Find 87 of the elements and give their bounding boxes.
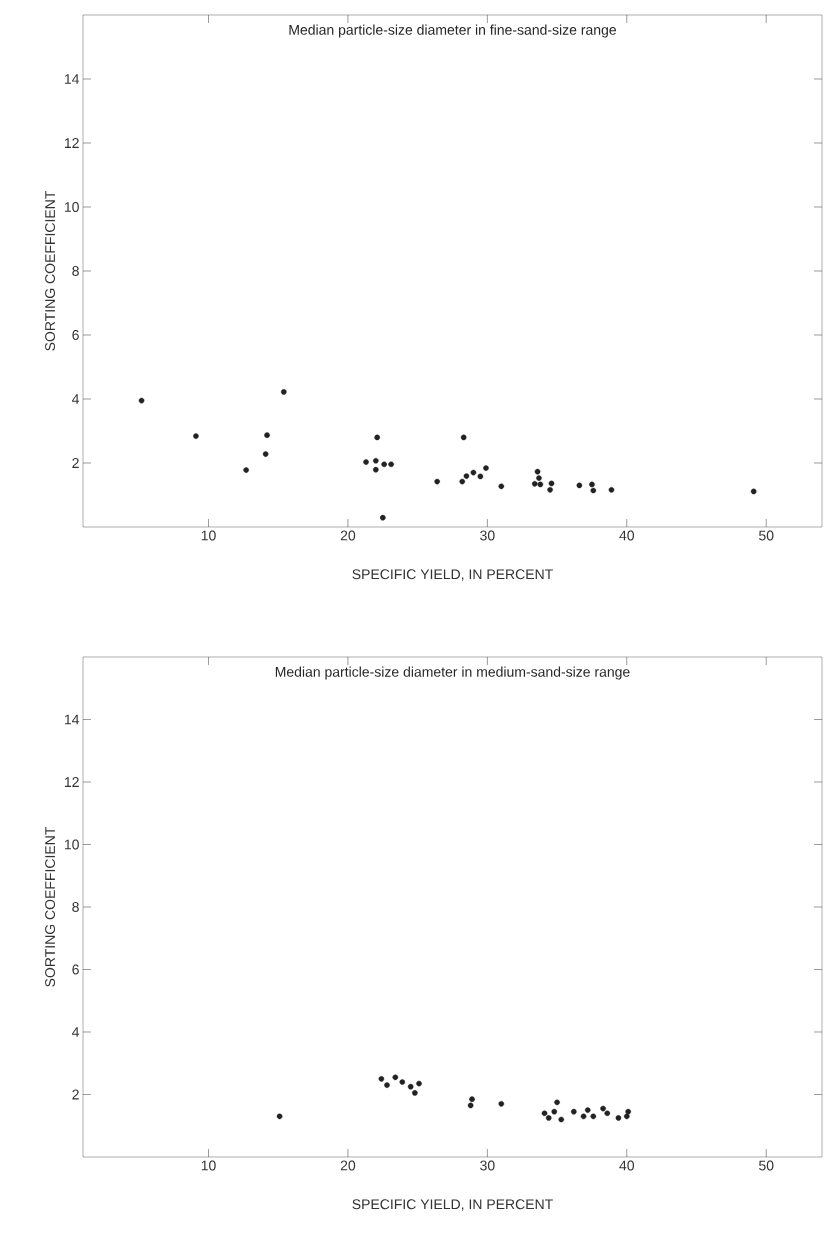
- point: [381, 461, 387, 468]
- point: [483, 465, 489, 471]
- point: [750, 488, 757, 495]
- point: [498, 1101, 505, 1107]
- point: [374, 434, 381, 441]
- y-tick-label: 8: [72, 266, 79, 276]
- point: [615, 1115, 622, 1121]
- point: [608, 487, 615, 493]
- point: [378, 1076, 385, 1082]
- text: Median particle-size diameter in medium-sand-size range: [275, 666, 630, 680]
- point: [584, 1107, 591, 1113]
- x-tick-label: 10: [201, 530, 216, 541]
- point: [459, 478, 466, 485]
- point: [498, 483, 505, 490]
- point: [392, 1074, 399, 1081]
- point: [470, 469, 477, 476]
- y-tick-label: 14: [64, 74, 80, 84]
- point: [138, 397, 145, 404]
- point: [399, 1079, 406, 1085]
- text: Median particle-size diameter in fine-sand-size range: [289, 24, 617, 38]
- point: [590, 487, 597, 494]
- point: [280, 389, 287, 395]
- point: [373, 466, 379, 473]
- x-tick-label: 50: [759, 530, 774, 541]
- y-tick-label: 12: [64, 138, 79, 148]
- x-tick-label: 30: [480, 530, 495, 541]
- y-tick-label: 14: [64, 714, 80, 725]
- x-tick-label: 20: [340, 530, 356, 541]
- x-tick-label: 10: [201, 1160, 216, 1171]
- point: [407, 1083, 414, 1090]
- point: [477, 473, 484, 480]
- point: [604, 1110, 611, 1117]
- x-axis-title: SPECIFIC YIELD, IN PERCENT: [352, 569, 553, 581]
- point: [193, 433, 199, 439]
- point: [551, 1108, 558, 1115]
- point: [531, 480, 538, 487]
- y-tick-label: 4: [71, 394, 80, 404]
- y-tick-label: 2: [72, 1089, 79, 1100]
- point: [554, 1099, 560, 1106]
- point: [243, 467, 249, 473]
- y-tick-label: 6: [72, 964, 79, 975]
- y-tick-label: 6: [72, 330, 79, 340]
- point: [434, 478, 440, 485]
- point: [379, 514, 386, 521]
- point: [571, 1108, 577, 1115]
- y-tick-label: 2: [72, 458, 79, 468]
- x-tick-label: 40: [619, 530, 635, 541]
- y-tick-label: 10: [64, 839, 79, 850]
- point: [576, 482, 583, 489]
- point: [262, 451, 269, 457]
- point: [373, 457, 379, 464]
- point: [623, 1113, 630, 1120]
- x-axis-title: SPECIFIC YIELD, IN PERCENT: [352, 1199, 553, 1211]
- x-tick-label: 40: [619, 1160, 635, 1171]
- point: [536, 475, 542, 481]
- point: [463, 473, 470, 479]
- point: [547, 487, 553, 493]
- point: [416, 1080, 422, 1087]
- y-axis-title: SORTING COEFFICIENT: [45, 826, 56, 987]
- y-tick-label: 10: [64, 202, 79, 212]
- point: [469, 1096, 475, 1102]
- point: [548, 480, 555, 487]
- x-tick-label: 50: [759, 1160, 774, 1171]
- point: [384, 1082, 390, 1088]
- x-tick-label: 20: [340, 1160, 356, 1171]
- point: [264, 432, 270, 438]
- point: [276, 1113, 283, 1120]
- y-tick-label: 8: [72, 902, 79, 912]
- y-axis-title: SORTING COEFFICIENT: [45, 190, 56, 351]
- point: [600, 1105, 606, 1112]
- y-tick-label: 12: [64, 777, 79, 787]
- point: [580, 1113, 587, 1120]
- point: [545, 1115, 552, 1121]
- point: [460, 434, 467, 441]
- point: [412, 1090, 418, 1096]
- point: [625, 1108, 631, 1115]
- y-tick-label: 4: [71, 1027, 80, 1037]
- point: [590, 1113, 597, 1120]
- point: [388, 461, 394, 468]
- x-tick-label: 30: [480, 1160, 495, 1171]
- point: [589, 481, 595, 488]
- point: [467, 1102, 474, 1109]
- point: [537, 481, 544, 488]
- point: [534, 468, 541, 475]
- point: [363, 459, 369, 465]
- point: [541, 1110, 548, 1117]
- point: [558, 1116, 565, 1123]
